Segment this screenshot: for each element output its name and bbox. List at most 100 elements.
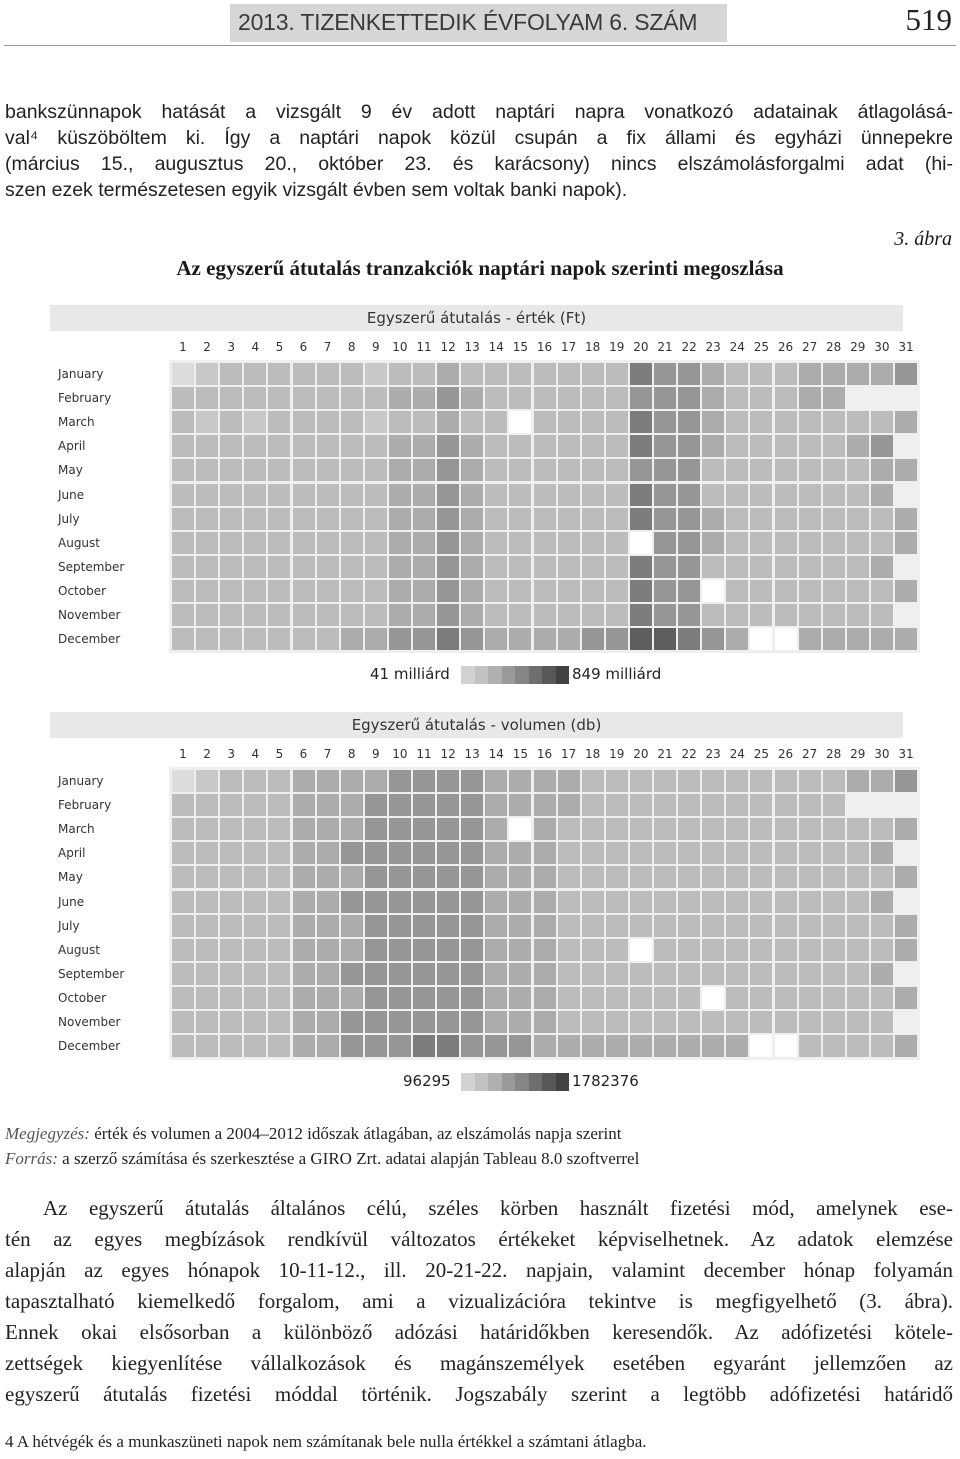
heatmap-cell (364, 531, 387, 554)
heatmap-cell (822, 986, 845, 1009)
heatmap-cell (774, 794, 797, 817)
heatmap-cell (581, 866, 604, 889)
intro-line: val⁴ küszöböltem ki. Így a naptári napok… (5, 127, 953, 149)
heatmap-cell (364, 1011, 387, 1033)
heatmap-cell (388, 794, 411, 817)
heatmap-cell (388, 604, 411, 626)
heatmap-cell (244, 579, 267, 602)
heatmap-cell (340, 531, 363, 554)
heatmap-cell (822, 818, 845, 841)
heatmap-cell (172, 794, 194, 817)
heatmap-cell (461, 459, 484, 482)
heatmap-cell (726, 507, 749, 530)
heatmap-cell (196, 579, 219, 602)
day-label: 31 (898, 747, 914, 761)
heatmap-cell (413, 628, 435, 651)
heatmap-cell (846, 1035, 869, 1058)
heatmap-cell (196, 1011, 219, 1033)
heatmap-cell (388, 507, 411, 530)
heatmap-cell (220, 435, 243, 458)
heatmap-cell (846, 411, 869, 434)
heatmap-cell (533, 483, 556, 506)
day-label: 17 (560, 340, 577, 354)
month-label: November (58, 1015, 121, 1029)
heatmap-cell (750, 411, 773, 434)
heatmap-cell (557, 842, 580, 865)
heatmap-cell (702, 890, 725, 913)
heatmap-cell (895, 579, 917, 602)
heatmap-cell (654, 986, 676, 1009)
heatmap-cell (798, 387, 821, 410)
heatmap-cell (726, 1011, 749, 1033)
heatmap-cell (870, 770, 893, 792)
intro-line: (március 15., augusztus 20., október 23.… (5, 153, 953, 175)
heatmap-cell (654, 890, 676, 913)
heatmap-cell (268, 914, 291, 937)
source-text: a szerző számítása és szerkesztése a GIR… (57, 1149, 640, 1168)
heatmap-cell (388, 818, 411, 841)
heatmap-cell (581, 842, 604, 865)
heatmap-cell (340, 818, 363, 841)
heatmap-cell (340, 866, 363, 889)
heatmap-cell (292, 962, 315, 985)
heatmap-cell (678, 387, 701, 410)
heatmap-cell (533, 628, 556, 651)
heatmap-cell (750, 842, 773, 865)
day-label: 5 (275, 747, 284, 761)
heatmap-cell (413, 435, 435, 458)
intro-line: bankszünnapok hatását a vizsgált 9 év ad… (5, 101, 953, 123)
day-label: 11 (416, 340, 432, 354)
heatmap-cell (196, 842, 219, 865)
heatmap-cell (557, 483, 580, 506)
heatmap-cell (678, 794, 701, 817)
heatmap-cell (678, 363, 701, 385)
heatmap-cell (437, 986, 460, 1009)
heatmap-cell (461, 866, 484, 889)
legend-max-label: 1782376 (572, 1072, 639, 1090)
heatmap-cell (244, 628, 267, 651)
heatmap-cell (726, 387, 749, 410)
heatmap-cell (557, 794, 580, 817)
month-label: July (58, 511, 80, 526)
heatmap-cell (461, 914, 484, 937)
heatmap-cell (509, 555, 532, 578)
day-label: 28 (826, 340, 842, 354)
heatmap-cell (533, 818, 556, 841)
heatmap-cell (605, 866, 628, 889)
heatmap-cell (581, 1011, 604, 1033)
heatmap-cell (822, 387, 845, 410)
heatmap-cell (340, 435, 363, 458)
heatmap-cell (678, 435, 701, 458)
heatmap-cell (388, 986, 411, 1009)
heatmap-cell (846, 507, 869, 530)
heatmap-cell (533, 770, 556, 792)
heatmap-cell (629, 890, 652, 913)
heatmap-cell (870, 914, 893, 937)
heatmap-cell (340, 459, 363, 482)
heatmap-cell (340, 962, 363, 985)
legend-swatch (474, 666, 488, 684)
heatmap-cell (364, 770, 387, 792)
heatmap-cell (461, 986, 484, 1009)
heatmap-cell (533, 938, 556, 961)
heatmap-cell (774, 914, 797, 937)
heatmap-cell (774, 411, 797, 434)
heatmap-cell (196, 604, 219, 626)
heatmap-cell (461, 1035, 484, 1058)
heatmap-cell (678, 483, 701, 506)
heatmap-cell (605, 890, 628, 913)
heatmap-cell (437, 628, 460, 651)
heatmap-cell (244, 507, 267, 530)
heatmap-cell (581, 914, 604, 937)
heatmap-cell (437, 794, 460, 817)
heatmap-cell (798, 459, 821, 482)
heatmap-cell (244, 890, 267, 913)
heatmap-cell (557, 986, 580, 1009)
month-label: November (58, 608, 121, 622)
heatmap-cell (388, 363, 411, 385)
heatmap-cell (268, 604, 291, 626)
heatmap-cell (846, 962, 869, 985)
heatmap-cell (533, 890, 556, 913)
heatmap-cell (292, 770, 315, 792)
heatmap-cell (437, 938, 460, 961)
